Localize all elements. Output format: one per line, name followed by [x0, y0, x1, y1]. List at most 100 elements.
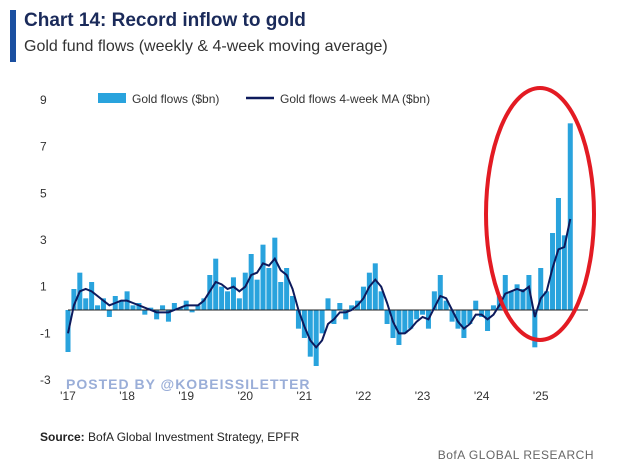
y-tick-label-1: 7 — [40, 140, 47, 154]
bar-series — [65, 123, 573, 366]
x-tick-label-0: '17 — [60, 389, 76, 403]
legend-bar-swatch — [98, 93, 126, 103]
y-tick-label-6: -3 — [40, 373, 51, 387]
x-tick-label-5: '22 — [356, 389, 372, 403]
bar-16 — [160, 305, 166, 310]
bar-23 — [201, 298, 207, 310]
brand-label: BofA GLOBAL RESEARCH — [437, 448, 594, 462]
bar-56 — [396, 310, 402, 345]
bar-75 — [508, 291, 514, 310]
bar-76 — [514, 284, 520, 310]
bar-55 — [390, 310, 396, 338]
bar-9 — [118, 300, 124, 310]
bar-38 — [290, 296, 296, 310]
bar-22 — [195, 305, 201, 310]
bar-26 — [219, 286, 225, 310]
y-tick-label-2: 5 — [40, 186, 47, 200]
bar-29 — [236, 298, 242, 310]
bar-54 — [384, 310, 390, 324]
bar-1 — [71, 289, 77, 310]
bar-3 — [83, 298, 89, 310]
bar-65 — [449, 310, 455, 322]
x-tick-label-8: '25 — [533, 389, 549, 403]
bar-31 — [248, 254, 254, 310]
y-tick-label-3: 3 — [40, 233, 47, 247]
bar-67 — [461, 310, 467, 338]
bar-45 — [331, 310, 337, 324]
bar-48 — [349, 305, 355, 310]
bar-81 — [544, 291, 550, 310]
bar-85 — [567, 123, 573, 310]
bar-21 — [189, 310, 195, 313]
bar-69 — [473, 300, 479, 310]
source-text: BofA Global Investment Strategy, EPFR — [88, 430, 300, 444]
x-tick-label-1: '18 — [119, 389, 135, 403]
bar-39 — [295, 310, 301, 329]
x-axis: '17 '18 '19 '20 '21 '22 '23 '24 '25 — [60, 389, 549, 403]
bar-66 — [455, 310, 461, 329]
bar-34 — [266, 268, 272, 310]
bar-72 — [490, 305, 496, 310]
bar-46 — [337, 303, 343, 310]
bar-58 — [408, 310, 414, 329]
bar-28 — [230, 277, 236, 310]
chart-subtitle: Gold fund flows (weekly & 4-week moving … — [24, 38, 388, 55]
bar-12 — [136, 303, 142, 310]
bar-30 — [242, 272, 248, 310]
bar-47 — [343, 310, 349, 320]
x-tick-label-4: '21 — [297, 389, 313, 403]
legend: Gold flows ($bn) Gold flows 4-week MA ($… — [98, 92, 430, 106]
bar-70 — [479, 310, 485, 317]
bar-41 — [307, 310, 313, 357]
ma-series-line — [67, 218, 572, 349]
bar-4 — [89, 282, 95, 310]
bar-6 — [100, 298, 106, 310]
watermark-text: POSTED BY @KOBEISSILETTER — [66, 376, 311, 392]
bar-17 — [165, 310, 171, 322]
y-axis: 9 7 5 3 1 -1 -3 — [40, 93, 51, 387]
y-tick-label-5: -1 — [40, 326, 51, 340]
bar-84 — [561, 235, 567, 310]
bar-15 — [154, 310, 160, 320]
bar-64 — [443, 300, 449, 310]
bar-52 — [372, 263, 378, 310]
bar-5 — [95, 305, 101, 310]
bar-36 — [278, 282, 284, 310]
bar-11 — [130, 305, 136, 310]
bar-7 — [106, 310, 112, 317]
y-tick-label-4: 1 — [40, 280, 47, 294]
chart-title: Chart 14: Record inflow to gold — [24, 10, 306, 31]
bar-60 — [420, 310, 426, 315]
bar-63 — [437, 275, 443, 310]
bar-25 — [213, 258, 219, 310]
y-tick-label-0: 9 — [40, 93, 47, 107]
bar-83 — [555, 198, 561, 310]
bar-43 — [319, 310, 325, 334]
bar-62 — [431, 291, 437, 310]
legend-line-label: Gold flows 4-week MA ($bn) — [280, 92, 430, 106]
title-accent-bar — [10, 10, 16, 62]
bar-19 — [177, 307, 183, 310]
bar-80 — [538, 268, 544, 310]
bar-78 — [526, 275, 532, 310]
bar-13 — [142, 310, 148, 315]
bar-14 — [148, 307, 154, 310]
bar-59 — [414, 310, 420, 320]
bar-18 — [171, 303, 177, 310]
bar-74 — [502, 275, 508, 310]
bar-37 — [284, 268, 290, 310]
source-label: Source: — [40, 430, 85, 444]
bar-33 — [260, 244, 266, 310]
bar-73 — [496, 296, 502, 310]
bar-57 — [402, 310, 408, 334]
source-note: Source: BofA Global Investment Strategy,… — [40, 430, 299, 444]
bar-32 — [254, 279, 260, 310]
bar-35 — [272, 237, 278, 310]
x-tick-label-2: '19 — [178, 389, 194, 403]
x-tick-label-3: '20 — [237, 389, 253, 403]
bar-27 — [225, 291, 231, 310]
legend-bar-label: Gold flows ($bn) — [132, 92, 219, 106]
bar-51 — [366, 272, 372, 310]
x-tick-label-6: '23 — [415, 389, 431, 403]
